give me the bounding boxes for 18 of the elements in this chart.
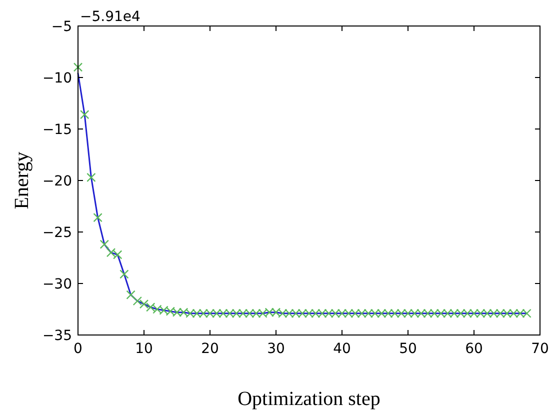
- x-tick-label: 70: [531, 341, 549, 357]
- y-tick-label: −5: [51, 19, 72, 35]
- y-axis-title: Energy: [11, 152, 33, 210]
- y-tick-label: −25: [42, 225, 72, 241]
- y-tick-label: −15: [42, 122, 72, 138]
- x-tick-label: 30: [267, 341, 285, 357]
- y-tick-label: −35: [42, 328, 72, 344]
- x-tick-label: 10: [135, 341, 153, 357]
- y-tick-label: −30: [42, 276, 72, 292]
- x-tick-label: 60: [465, 341, 483, 357]
- x-tick-label: 50: [399, 341, 417, 357]
- y-tick-label: −20: [42, 174, 72, 190]
- x-tick-label: 40: [333, 341, 351, 357]
- x-axis-title: Optimization step: [238, 388, 380, 410]
- x-tick-label: 20: [201, 341, 219, 357]
- y-tick-label: −10: [42, 70, 72, 86]
- text: −5.91e4: [80, 9, 141, 25]
- x-tick-label: 0: [74, 341, 82, 357]
